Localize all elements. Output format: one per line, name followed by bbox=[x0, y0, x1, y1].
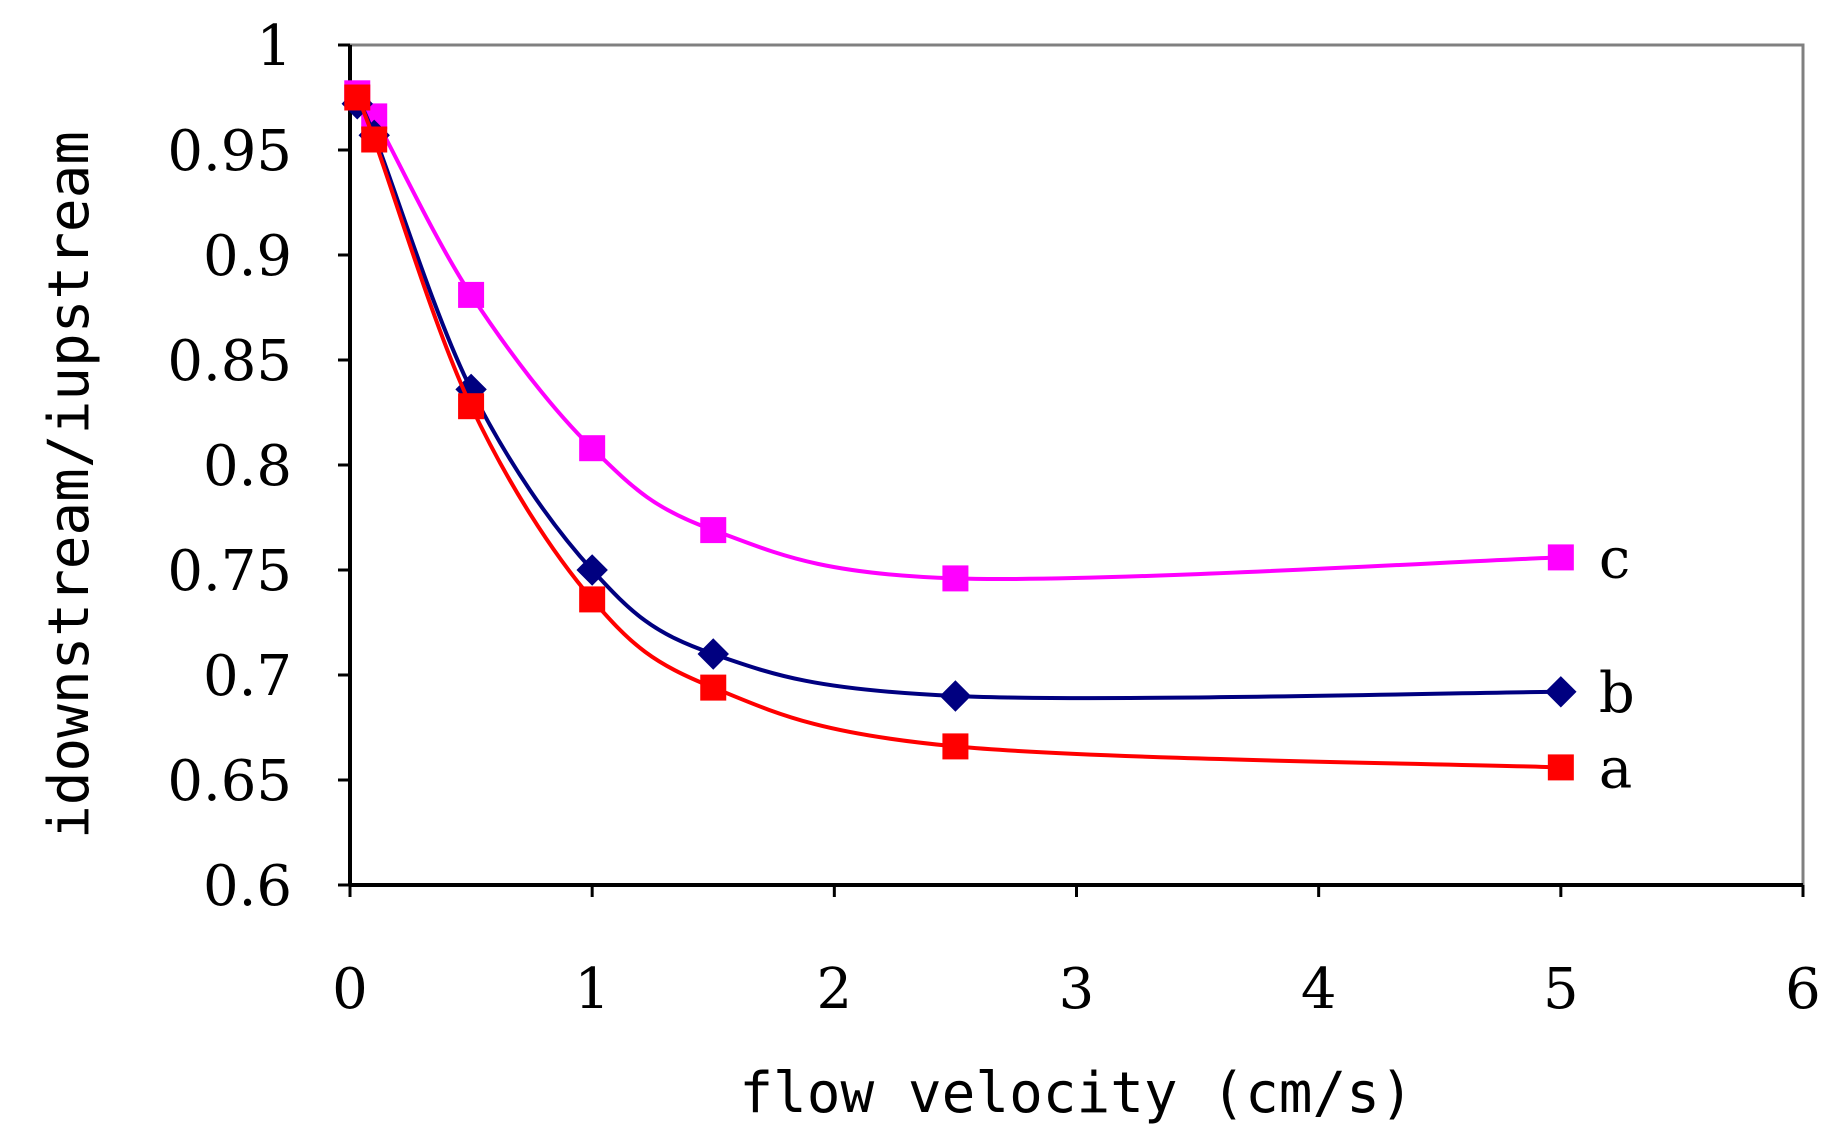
x-tick-label: 2 bbox=[817, 957, 853, 1022]
x-tick-label: 1 bbox=[574, 957, 610, 1022]
series-c-point bbox=[700, 517, 727, 544]
series-b-point bbox=[939, 680, 972, 712]
series-b-point bbox=[576, 554, 608, 586]
series-b-point bbox=[697, 638, 729, 670]
series-c-point bbox=[579, 435, 606, 462]
y-tick-label: 0.6 bbox=[203, 854, 292, 919]
x-tick-label: 3 bbox=[1059, 957, 1095, 1022]
series-a-label: a bbox=[1599, 736, 1632, 801]
series-c-label: c bbox=[1599, 526, 1630, 591]
series-a-point bbox=[579, 586, 606, 613]
y-tick-label: 0.8 bbox=[203, 434, 292, 499]
x-tick-label: 0 bbox=[332, 957, 368, 1022]
series-a-point bbox=[458, 393, 485, 420]
x-axis-title: flow velocity (cm/s) bbox=[739, 1061, 1413, 1126]
y-tick-label: 0.7 bbox=[203, 644, 292, 709]
y-tick-label: 0.85 bbox=[167, 329, 292, 394]
y-tick-label: 1 bbox=[256, 14, 292, 79]
series-b-label: b bbox=[1599, 661, 1635, 726]
series-a-point bbox=[1547, 754, 1574, 781]
series-c-line bbox=[355, 91, 1561, 582]
y-axis: 0.6 0.65 0.7 0.75 0.8 0.85 0.9 0.95 1 bbox=[167, 14, 352, 919]
series-b-point bbox=[1545, 676, 1577, 708]
series-a-point bbox=[700, 674, 727, 701]
series-c-point bbox=[458, 281, 485, 308]
y-tick-label: 0.9 bbox=[203, 224, 292, 289]
x-tick-label: 5 bbox=[1543, 957, 1579, 1022]
series-a: a bbox=[344, 84, 1632, 801]
y-axis-title: idownstream/iupstream bbox=[37, 131, 102, 839]
x-axis: 0 1 2 3 4 5 6 bbox=[332, 883, 1821, 1022]
x-tick-label: 6 bbox=[1785, 957, 1821, 1022]
y-tick-label: 0.95 bbox=[167, 119, 292, 184]
series-c-point bbox=[942, 565, 969, 592]
series-a-point bbox=[942, 733, 969, 760]
series-b-line bbox=[355, 101, 1561, 701]
y-tick-label: 0.75 bbox=[167, 539, 292, 604]
series-a-line bbox=[355, 96, 1561, 770]
series-a-point bbox=[344, 84, 371, 111]
series-c-point bbox=[1547, 544, 1574, 571]
series-layer: c ba bbox=[341, 80, 1635, 801]
x-tick-label: 4 bbox=[1301, 957, 1337, 1022]
y-tick-label: 0.65 bbox=[167, 749, 292, 814]
series-a-point bbox=[361, 126, 388, 153]
